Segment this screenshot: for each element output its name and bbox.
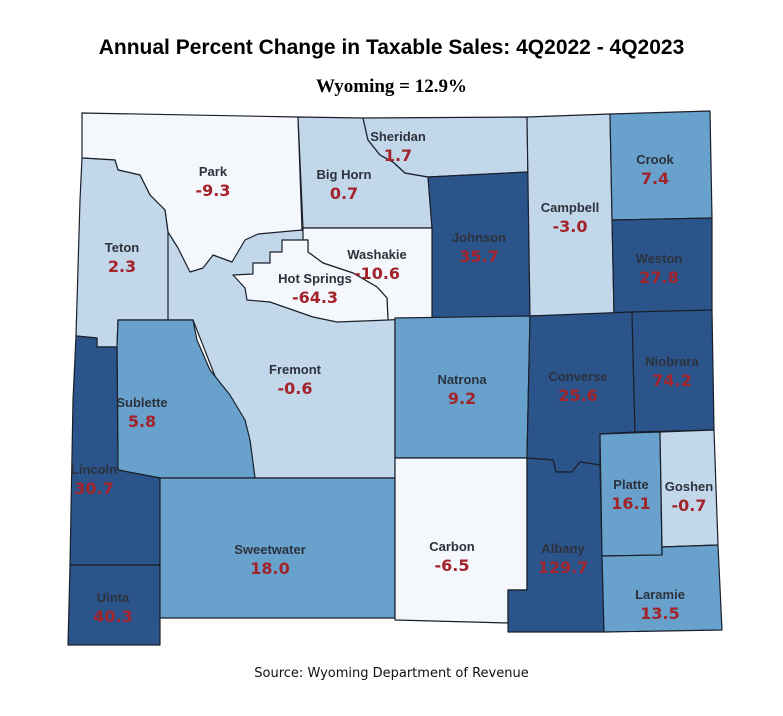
county-weston [611, 217, 713, 315]
county-value-converse: 25.6 [558, 386, 597, 405]
county-value-big-horn: 0.7 [330, 184, 358, 203]
county-value-natrona: 9.2 [448, 389, 476, 408]
county-value-teton: 2.3 [108, 257, 136, 276]
county-name-teton: Teton [105, 240, 139, 255]
county-name-lincoln: Lincoln [71, 462, 117, 477]
county-name-big-horn: Big Horn [317, 167, 372, 182]
county-name-uinta: Uinta [97, 590, 130, 605]
county-value-sublette: 5.8 [128, 412, 156, 431]
county-value-washakie: -10.6 [354, 264, 400, 283]
map-title: Annual Percent Change in Taxable Sales: … [98, 36, 685, 59]
county-value-albany: 129.7 [538, 558, 589, 577]
county-johnson [427, 171, 531, 319]
county-name-campbell: Campbell [541, 200, 600, 215]
county-name-johnson: Johnson [452, 230, 506, 245]
county-name-converse: Converse [548, 369, 607, 384]
county-value-platte: 16.1 [611, 494, 650, 513]
county-value-lincoln: 30.7 [74, 479, 113, 498]
county-value-carbon: -6.5 [435, 556, 470, 575]
county-name-sheridan: Sheridan [370, 129, 426, 144]
county-campbell [526, 113, 615, 317]
county-name-platte: Platte [613, 477, 648, 492]
county-value-crook: 7.4 [641, 169, 669, 188]
county-value-uinta: 40.3 [93, 607, 132, 626]
county-hot-springs [232, 239, 389, 323]
county-name-albany: Albany [541, 541, 585, 556]
county-value-fremont: -0.6 [278, 379, 313, 398]
county-value-goshen: -0.7 [672, 496, 707, 515]
county-value-laramie: 13.5 [640, 604, 679, 623]
county-name-weston: Weston [636, 251, 683, 266]
county-value-campbell: -3.0 [553, 217, 588, 236]
county-natrona [394, 315, 531, 459]
county-name-goshen: Goshen [665, 479, 713, 494]
county-name-hot-springs: Hot Springs [278, 271, 352, 286]
county-value-sweetwater: 18.0 [250, 559, 289, 578]
county-name-niobrara: Niobrara [645, 354, 699, 369]
county-name-sweetwater: Sweetwater [234, 542, 306, 557]
county-name-fremont: Fremont [269, 362, 322, 377]
county-name-crook: Crook [636, 152, 674, 167]
county-uinta [67, 564, 161, 646]
county-lincoln [69, 335, 161, 566]
county-value-sheridan: 1.7 [384, 146, 412, 165]
county-name-laramie: Laramie [635, 587, 685, 602]
county-name-park: Park [199, 164, 228, 179]
county-name-washakie: Washakie [347, 247, 407, 262]
county-value-park: -9.3 [196, 181, 231, 200]
county-name-natrona: Natrona [437, 372, 487, 387]
county-laramie [601, 544, 723, 633]
county-value-weston: 27.8 [639, 268, 678, 287]
county-value-johnson: 35.7 [459, 247, 498, 266]
county-name-sublette: Sublette [116, 395, 167, 410]
state-total: Wyoming = 12.9% [315, 76, 468, 97]
source-note: Source: Wyoming Department of Revenue [254, 666, 529, 681]
county-name-carbon: Carbon [429, 539, 475, 554]
county-value-niobrara: 74.2 [652, 371, 691, 390]
county-value-hot-springs: -64.3 [292, 288, 338, 307]
